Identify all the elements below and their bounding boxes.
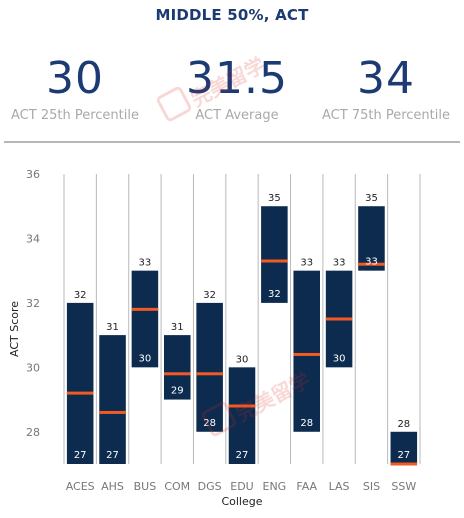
high-label: 28 bbox=[397, 419, 410, 430]
divider-line bbox=[4, 141, 460, 143]
chart-title: MIDDLE 50%, ACT bbox=[155, 6, 309, 24]
high-label: 35 bbox=[268, 193, 281, 204]
stat-75th-value: 34 bbox=[357, 53, 415, 104]
range-bar bbox=[196, 302, 223, 432]
median-line bbox=[228, 404, 256, 408]
x-tick-label: LAS bbox=[329, 480, 350, 493]
range-bar bbox=[358, 206, 385, 271]
stat-75th-label: ACT 75th Percentile bbox=[322, 108, 450, 123]
high-label: 32 bbox=[203, 290, 216, 301]
range-bar bbox=[293, 270, 320, 432]
high-label: 33 bbox=[333, 258, 346, 269]
stat-average-value: 31.5 bbox=[186, 53, 288, 104]
stat-25th-label: ACT 25th Percentile bbox=[11, 108, 139, 123]
range-bar bbox=[261, 206, 288, 303]
x-tick-label: ENG bbox=[263, 480, 287, 493]
low-label: 27 bbox=[106, 450, 119, 461]
high-label: 33 bbox=[300, 258, 313, 269]
low-label: 28 bbox=[203, 418, 216, 429]
high-label: 31 bbox=[171, 322, 184, 333]
high-label: 31 bbox=[106, 322, 119, 333]
x-tick-label: SSW bbox=[391, 480, 416, 493]
range-bar bbox=[99, 335, 126, 464]
low-label: 27 bbox=[236, 450, 249, 461]
y-tick-label: 28 bbox=[26, 426, 40, 439]
x-tick-label: AHS bbox=[101, 480, 124, 493]
high-label: 30 bbox=[236, 354, 249, 365]
median-line bbox=[99, 410, 126, 414]
low-label: 33 bbox=[365, 257, 378, 268]
x-tick-label: SIS bbox=[363, 480, 380, 493]
y-tick-label: 30 bbox=[26, 361, 40, 374]
x-tick-label: DGS bbox=[198, 480, 222, 493]
median-line bbox=[293, 352, 320, 356]
high-label: 32 bbox=[74, 290, 87, 301]
y-tick-label: 36 bbox=[26, 168, 40, 181]
y-axis-label: ACT Score bbox=[8, 301, 21, 357]
x-axis-label: College bbox=[221, 495, 262, 508]
stat-75th-percentile: 34 ACT 75th Percentile bbox=[306, 52, 464, 123]
x-tick-label: ACES bbox=[66, 480, 95, 493]
stat-average: 31.5 ACT Average bbox=[157, 52, 317, 123]
range-bar bbox=[164, 335, 191, 400]
y-tick-label: 34 bbox=[26, 232, 40, 245]
range-bar bbox=[131, 270, 159, 368]
median-line bbox=[66, 391, 94, 395]
stat-25th-percentile: 30 ACT 25th Percentile bbox=[0, 52, 155, 123]
low-label: 27 bbox=[74, 450, 87, 461]
range-bar bbox=[390, 431, 418, 464]
range-bar bbox=[228, 367, 256, 464]
x-tick-label: FAA bbox=[296, 480, 317, 493]
x-tick-label: EDU bbox=[230, 480, 253, 493]
low-label: 30 bbox=[139, 353, 152, 364]
y-tick-label: 32 bbox=[26, 297, 40, 310]
median-line bbox=[325, 317, 353, 321]
stat-25th-value: 30 bbox=[46, 53, 104, 104]
median-line bbox=[131, 307, 159, 311]
low-label: 30 bbox=[333, 353, 346, 364]
low-label: 27 bbox=[397, 450, 410, 461]
x-tick-label: BUS bbox=[134, 480, 157, 493]
median-line bbox=[164, 372, 191, 376]
x-tick-label: COM bbox=[164, 480, 190, 493]
low-label: 28 bbox=[300, 418, 313, 429]
median-line bbox=[196, 372, 223, 376]
stat-average-label: ACT Average bbox=[195, 108, 279, 123]
low-label: 29 bbox=[171, 386, 184, 397]
median-line bbox=[358, 262, 385, 266]
median-line bbox=[261, 259, 288, 263]
high-label: 33 bbox=[139, 258, 152, 269]
low-label: 32 bbox=[268, 289, 281, 300]
range-bar bbox=[66, 302, 94, 464]
high-label: 35 bbox=[365, 193, 378, 204]
median-line bbox=[390, 462, 418, 466]
